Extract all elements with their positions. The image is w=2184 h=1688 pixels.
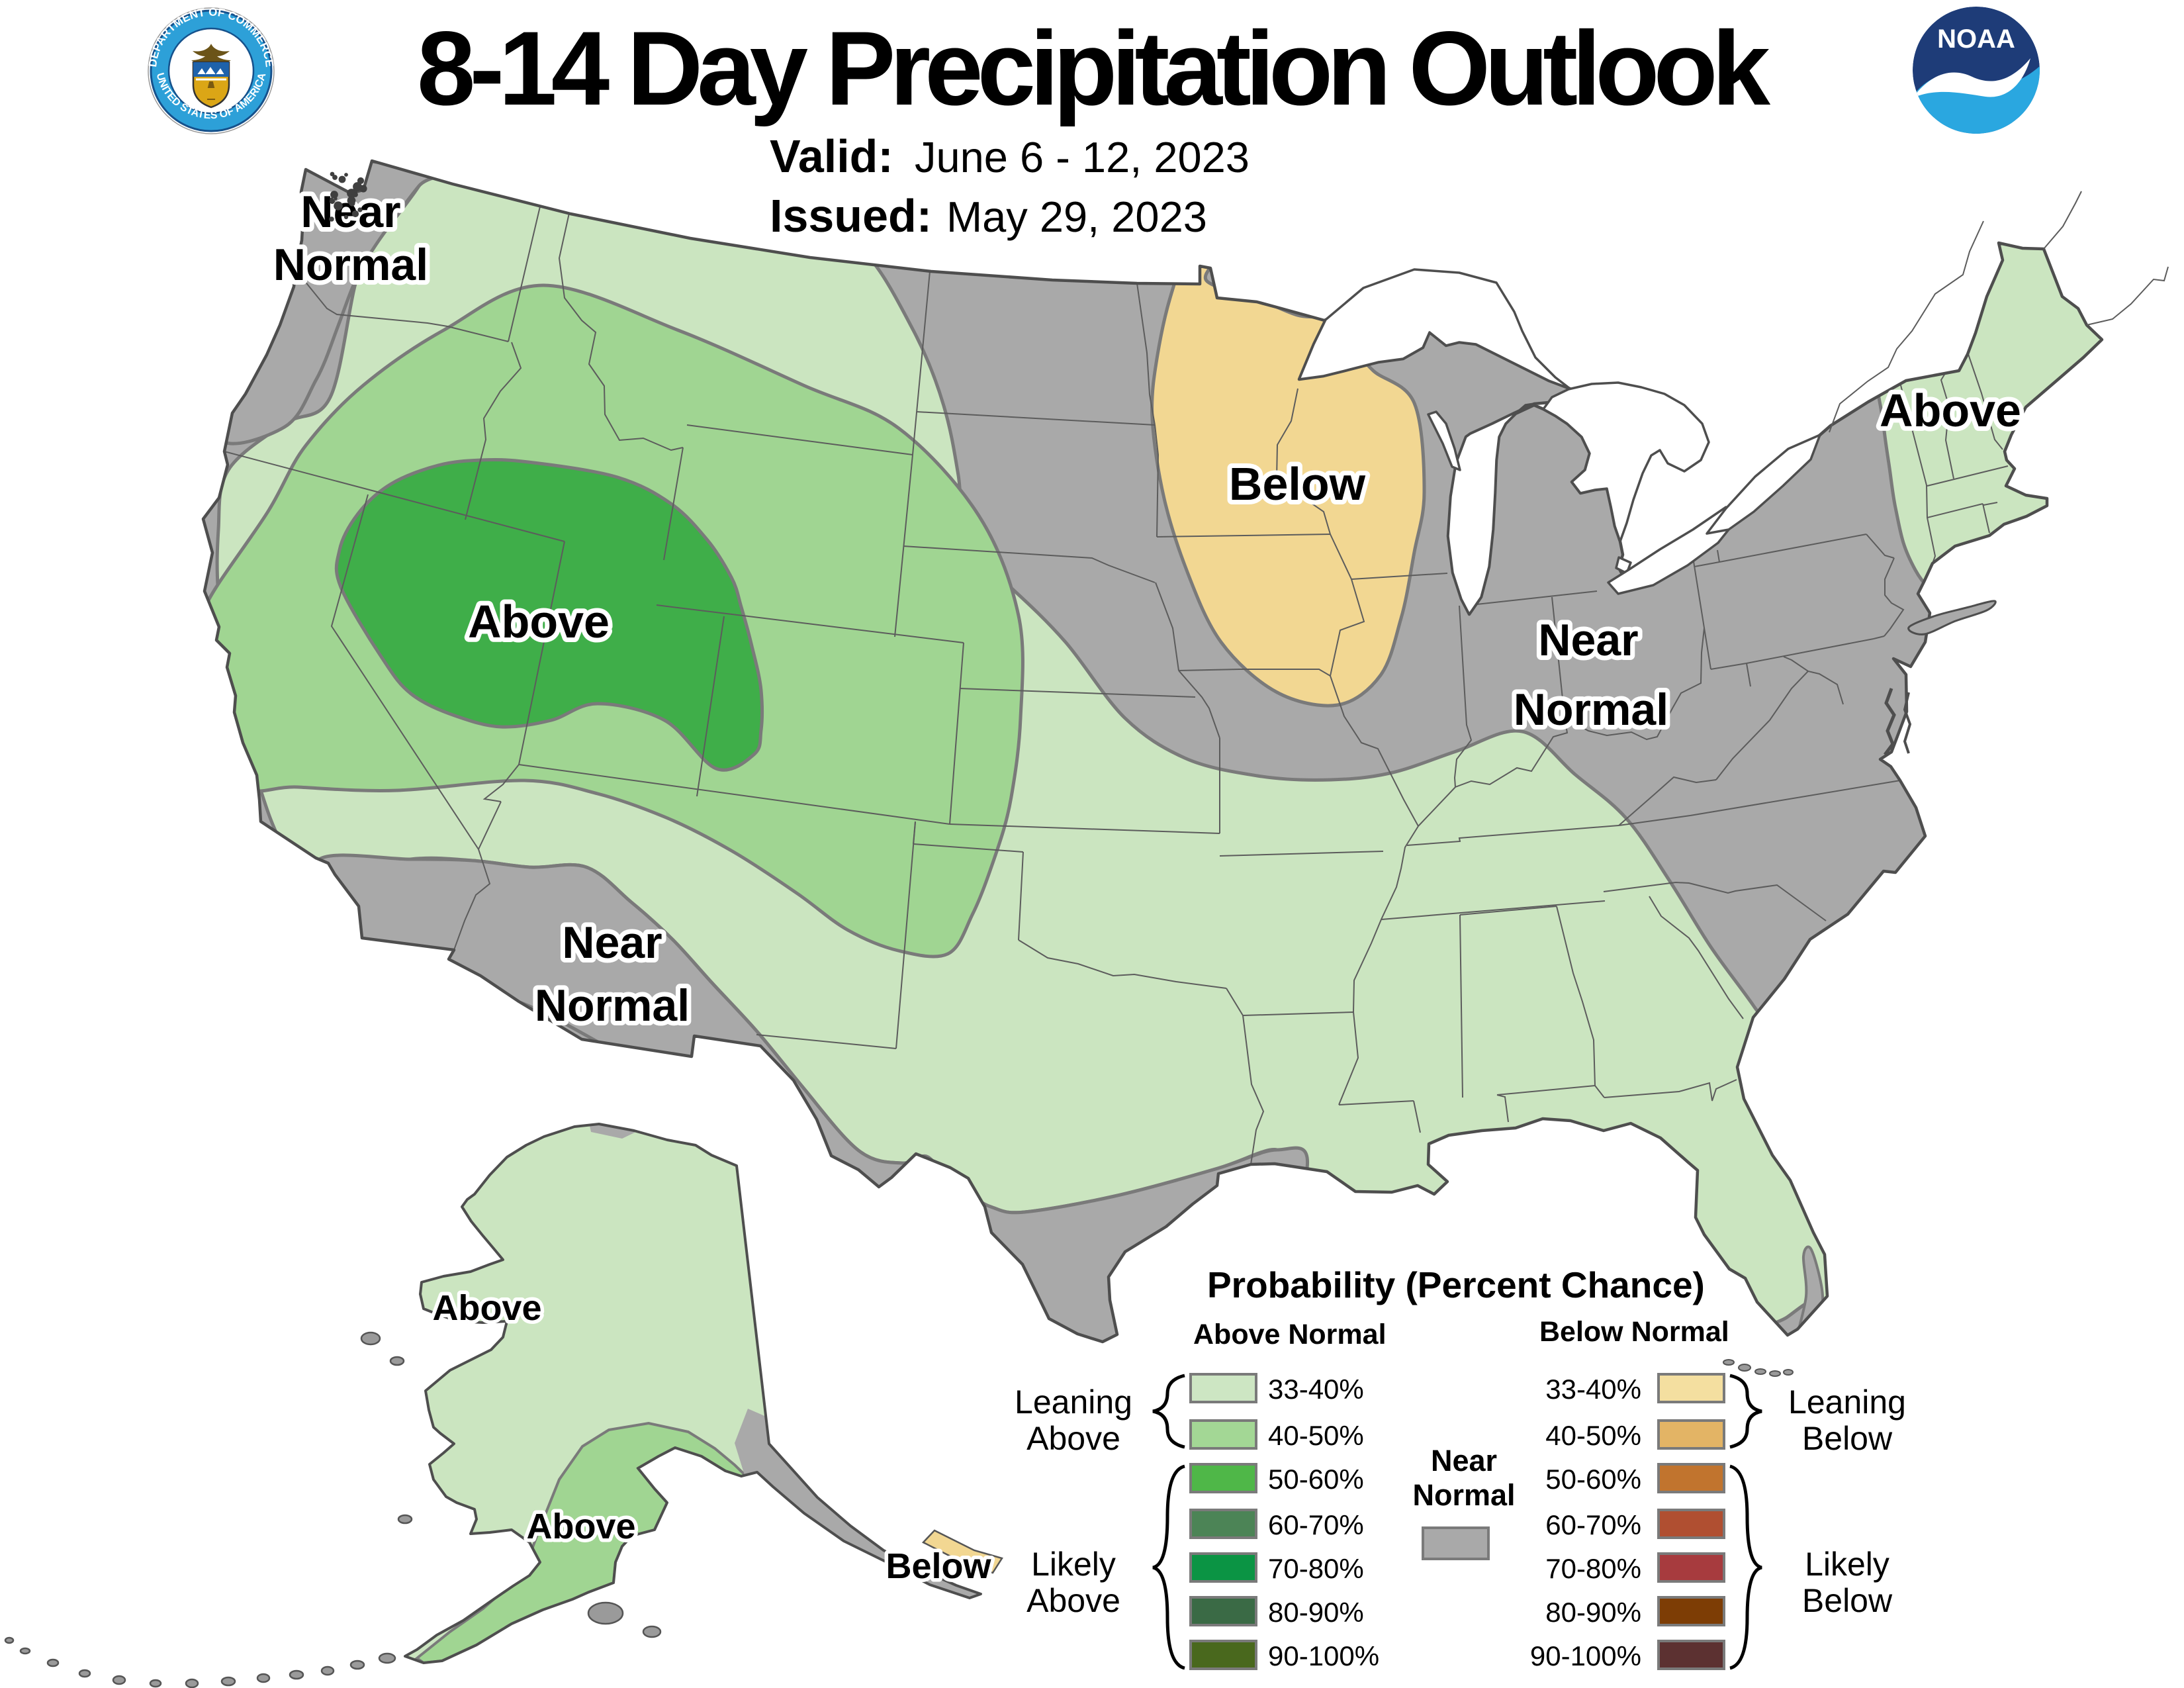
svg-text:Likely: Likely xyxy=(1031,1546,1116,1583)
svg-text:Normal: Normal xyxy=(1412,1478,1515,1512)
svg-text:Near: Near xyxy=(1431,1444,1497,1477)
svg-text:Below: Below xyxy=(1802,1420,1893,1457)
svg-text:Normal: Normal xyxy=(273,240,428,290)
svg-text:NOAA: NOAA xyxy=(1937,24,2015,54)
svg-text:40-50%: 40-50% xyxy=(1545,1420,1641,1451)
svg-text:Leaning: Leaning xyxy=(1788,1383,1906,1421)
svg-text:60-70%: 60-70% xyxy=(1545,1509,1641,1540)
svg-text:40-50%: 40-50% xyxy=(1268,1420,1364,1451)
svg-text:33-40%: 33-40% xyxy=(1545,1374,1641,1405)
svg-text:8-14 Day Precipitation Outlook: 8-14 Day Precipitation Outlook xyxy=(417,9,1771,127)
svg-text:Above: Above xyxy=(468,596,610,647)
svg-text:Near: Near xyxy=(1538,615,1638,665)
svg-text:Issued:: Issued: xyxy=(770,190,932,242)
svg-text:Likely: Likely xyxy=(1805,1546,1889,1583)
svg-text:Valid:: Valid: xyxy=(770,130,893,182)
svg-text:50-60%: 50-60% xyxy=(1545,1464,1641,1495)
svg-text:Normal: Normal xyxy=(535,980,690,1031)
svg-text:90-100%: 90-100% xyxy=(1268,1640,1379,1671)
svg-text:Above: Above xyxy=(526,1507,635,1546)
svg-text:Above: Above xyxy=(1026,1420,1120,1457)
svg-text:June 6 - 12, 2023: June 6 - 12, 2023 xyxy=(915,133,1250,181)
svg-text:33-40%: 33-40% xyxy=(1268,1374,1364,1405)
svg-text:Above: Above xyxy=(432,1288,541,1328)
svg-text:80-90%: 80-90% xyxy=(1545,1597,1641,1628)
svg-text:Below: Below xyxy=(886,1546,991,1586)
svg-text:70-80%: 70-80% xyxy=(1545,1553,1641,1584)
svg-text:Near: Near xyxy=(562,917,662,968)
svg-text:90-100%: 90-100% xyxy=(1530,1640,1641,1671)
svg-text:Above Normal: Above Normal xyxy=(1193,1319,1387,1350)
svg-text:Below Normal: Below Normal xyxy=(1539,1316,1729,1348)
svg-text:Above: Above xyxy=(1026,1582,1120,1619)
svg-text:Below: Below xyxy=(1229,458,1366,510)
svg-text:Above: Above xyxy=(1880,385,2021,436)
svg-text:Below: Below xyxy=(1802,1582,1893,1619)
svg-text:Normal: Normal xyxy=(1514,684,1668,735)
svg-text:May 29, 2023: May 29, 2023 xyxy=(946,193,1207,241)
svg-text:60-70%: 60-70% xyxy=(1268,1509,1364,1540)
svg-text:70-80%: 70-80% xyxy=(1268,1553,1364,1584)
svg-text:Leaning: Leaning xyxy=(1015,1383,1132,1421)
svg-text:50-60%: 50-60% xyxy=(1268,1464,1364,1495)
svg-text:80-90%: 80-90% xyxy=(1268,1597,1364,1628)
svg-text:Probability (Percent Chance): Probability (Percent Chance) xyxy=(1207,1264,1705,1305)
